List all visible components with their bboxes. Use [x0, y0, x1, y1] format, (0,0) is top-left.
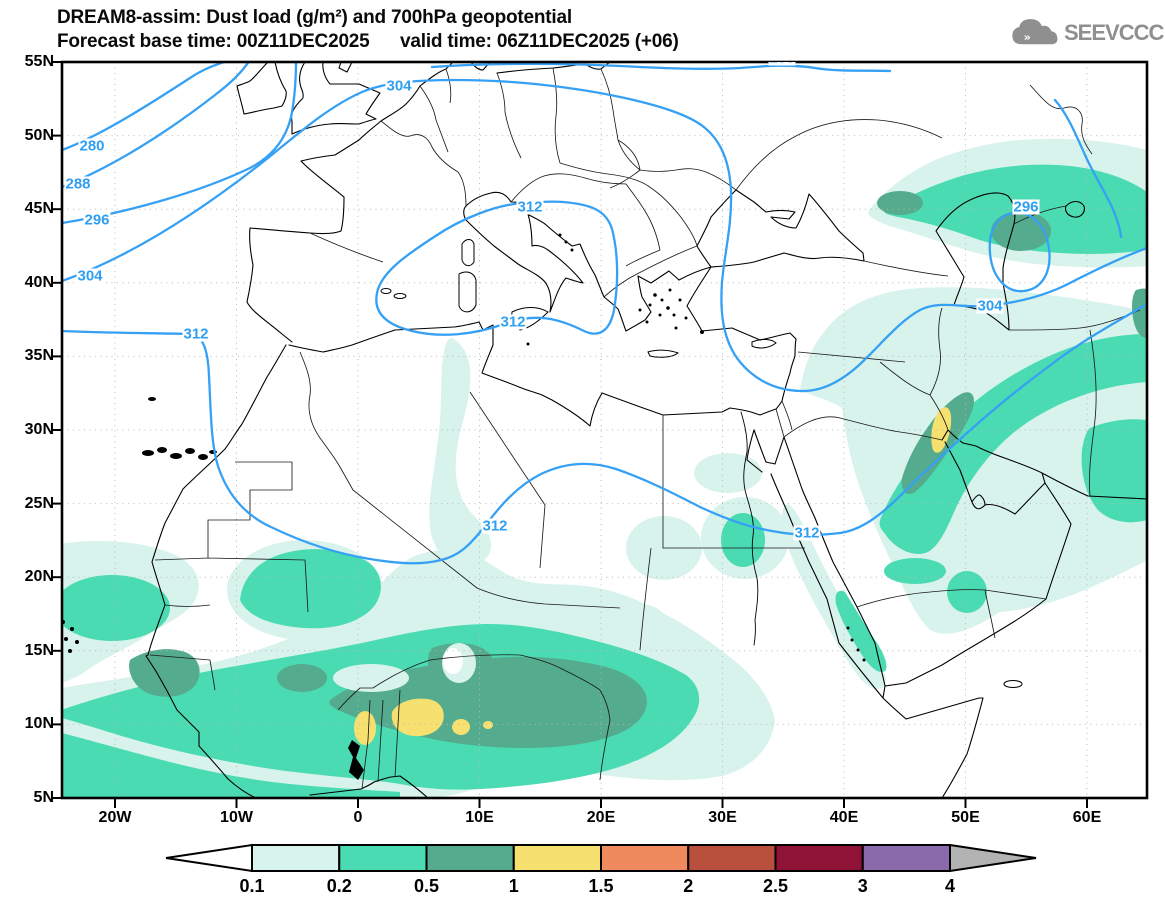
lat-tick-label: 10N	[24, 715, 54, 733]
contour-296-west	[62, 62, 298, 225]
colorbar-over-arrow	[949, 843, 1037, 873]
colorbar-segment	[687, 844, 777, 872]
lon-tick-label: 50E	[951, 809, 980, 826]
contour-280	[62, 62, 228, 152]
colorbar-segment	[861, 844, 951, 872]
lat-tick-label: 35N	[24, 347, 54, 365]
axis-ticks	[52, 61, 1088, 808]
lon-tick-label: 10W	[220, 809, 253, 826]
lat-tick-label: 25N	[24, 494, 54, 512]
map-subtitle: Forecast base time: 00Z11DEC2025 valid t…	[57, 31, 679, 52]
colorbar-tick-label: 2.5	[762, 876, 789, 896]
lat-tick-label: 20N	[24, 568, 54, 586]
lat-tick-label: 50N	[24, 126, 54, 144]
lat-tick-label: 40N	[24, 273, 54, 291]
colorbar-tick-label: 1	[508, 876, 519, 896]
colorbar-tick-label: 0.2	[326, 876, 352, 896]
colorbar-tick-label: 4	[944, 876, 956, 896]
colorbar-segment	[251, 844, 341, 872]
country-borders	[149, 67, 1141, 790]
lat-tick-label: 45N	[24, 200, 54, 218]
colorbar-tick-label: 0.5	[413, 876, 440, 896]
contour-288-west	[62, 62, 251, 189]
colorbar-segment	[512, 844, 602, 872]
colorbar-segment	[425, 844, 515, 872]
lake-volta	[348, 740, 364, 780]
colorbar-tick-label: 0.1	[239, 876, 265, 896]
lat-tick-label: 5N	[33, 789, 54, 806]
logo-text: SEEVCCC	[1064, 20, 1164, 45]
contour-304	[62, 78, 1147, 393]
lon-tick-label: 40E	[829, 809, 859, 826]
colorbar-segment	[338, 844, 428, 872]
map-title: DREAM8-assim: Dust load (g/m²) and 700hP…	[57, 7, 572, 28]
lat-tick-label: 15N	[24, 641, 54, 659]
colorbar-segment	[774, 844, 864, 872]
colorbar: 0.1 0.2 0.5 1 1.5 2 2.5 3 4	[0, 838, 1165, 907]
lon-tick-label: 30E	[708, 809, 737, 826]
cloud-icon: »	[1012, 19, 1058, 45]
lon-tick-label: 60E	[1072, 809, 1102, 826]
lon-tick-label: 20E	[586, 809, 616, 826]
lon-tick-label: 20W	[98, 809, 132, 826]
geopotential-contours	[62, 62, 1147, 565]
colorbar-tick-label: 1.5	[588, 876, 614, 896]
lat-tick-label: 30N	[24, 421, 54, 438]
contour-296-east-arc	[1053, 98, 1123, 239]
contour-312-italy-trough	[375, 200, 619, 336]
dust-fill-holes	[333, 643, 476, 692]
contour-296-closed-low	[988, 211, 1051, 293]
contour-288-top	[430, 62, 892, 73]
dust-fill-level-1	[354, 407, 952, 745]
contour-312-south	[62, 302, 1147, 565]
colorbar-under-arrow	[165, 843, 253, 873]
seevccc-logo: » SEEVCCC	[1008, 16, 1164, 50]
lon-tick-label: 10E	[465, 809, 494, 826]
colorbar-tick-label: 2	[683, 876, 694, 896]
colorbar-tick-label: 3	[857, 876, 868, 896]
lon-tick-label: 0	[353, 809, 363, 826]
svg-text:»: »	[1024, 31, 1031, 44]
lat-tick-label: 55N	[24, 53, 54, 70]
colorbar-segment	[600, 844, 690, 872]
